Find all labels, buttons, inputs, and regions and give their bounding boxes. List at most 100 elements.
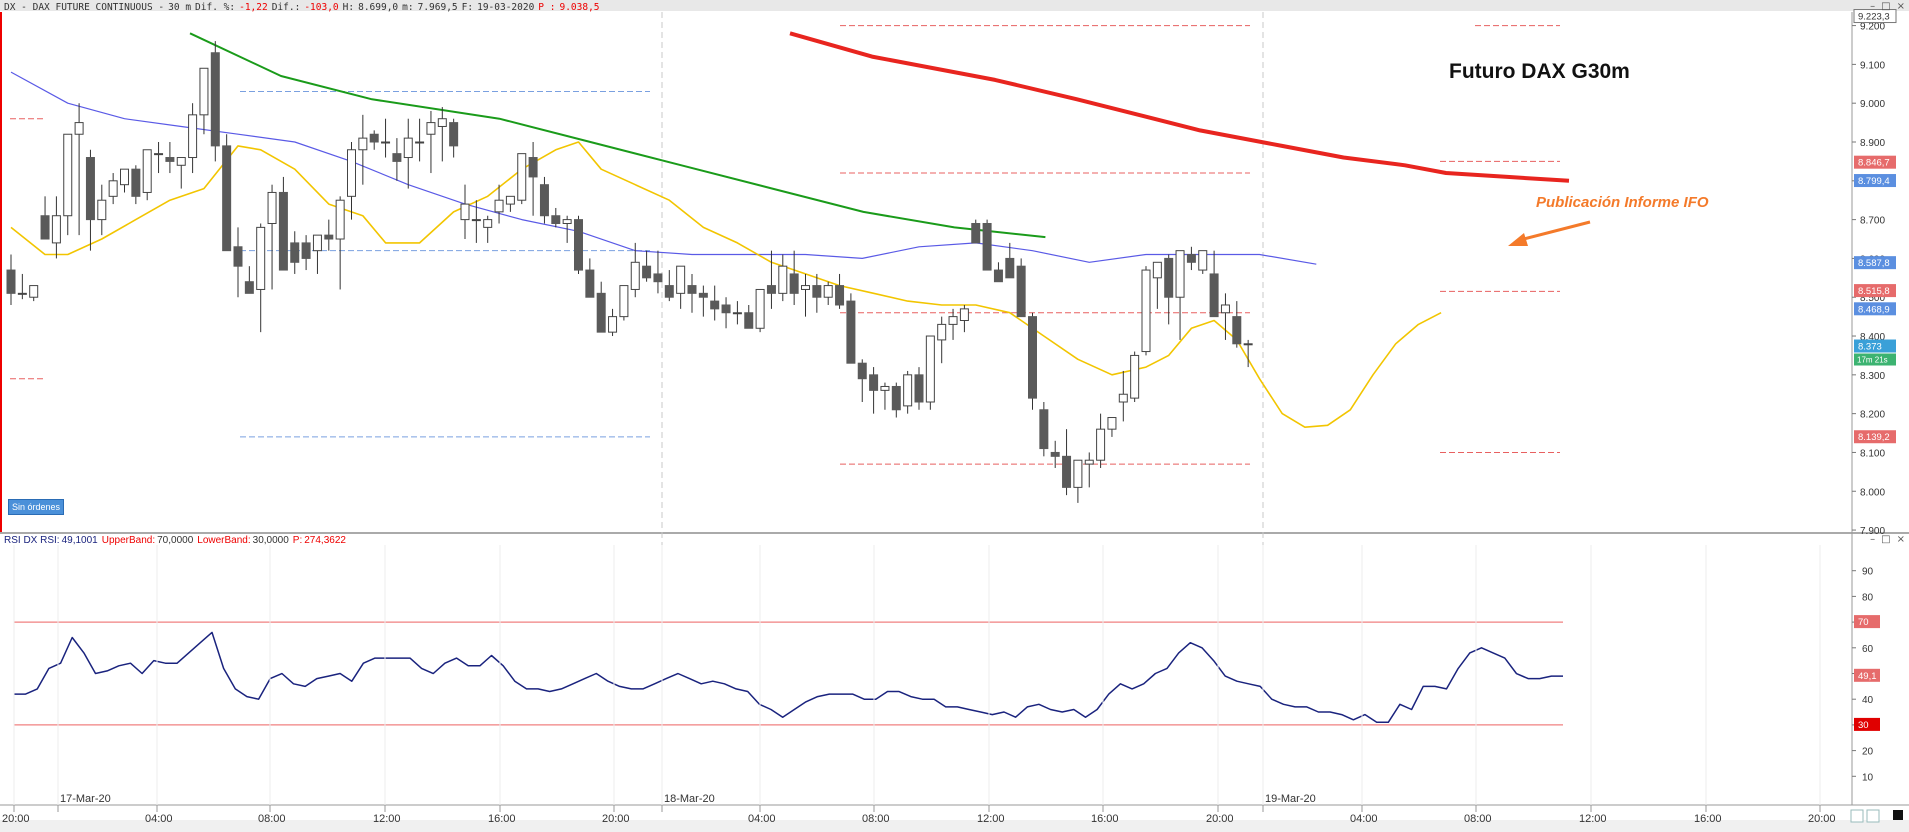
candle-body	[278, 191, 288, 271]
candle	[120, 168, 129, 193]
price-label-text: 8.846,7	[1858, 158, 1890, 169]
candle-body	[142, 149, 152, 193]
x-tick-label: 12:00	[373, 813, 401, 825]
candle	[335, 196, 345, 290]
rsi-label-text: 30	[1858, 720, 1869, 731]
candle-body	[903, 374, 913, 407]
candle-body	[1084, 459, 1094, 465]
x-tick-label: 04:00	[1350, 813, 1378, 825]
rsi-name: RSI DX RSI:	[4, 535, 60, 546]
candle-body	[369, 133, 379, 143]
candle-body	[721, 304, 731, 314]
candle-body	[505, 195, 515, 205]
candle-body	[744, 312, 754, 329]
candle	[971, 219, 981, 244]
scroll-button	[1866, 809, 1880, 823]
candle-body	[732, 312, 742, 315]
candle	[1096, 413, 1106, 468]
candle-body	[392, 153, 402, 162]
price-header: DX - DAX FUTURE CONTINUOUS -30 m Dif. %: -…	[4, 2, 600, 13]
candle	[1130, 351, 1140, 402]
candle-body	[1243, 343, 1253, 346]
candle-body	[85, 157, 95, 221]
price-label-box	[1854, 284, 1896, 298]
x-tick-label: 08:00	[258, 813, 286, 825]
candle	[562, 215, 572, 243]
dif-pct-value: -1,22	[239, 2, 268, 13]
candle	[937, 316, 947, 364]
rsi-label-text: 49,1	[1858, 671, 1877, 682]
candle-body	[108, 180, 118, 197]
price-tick-label: 8.900	[1860, 138, 1885, 149]
rsi-tick-label: 80	[1862, 592, 1874, 603]
candle	[199, 67, 209, 135]
x-tick-label: 12:00	[977, 813, 1005, 825]
candle-body	[17, 292, 27, 295]
candle-body	[403, 137, 413, 159]
candle	[869, 367, 879, 414]
candle-body	[301, 242, 311, 259]
candle	[233, 227, 243, 298]
candle-body	[199, 67, 209, 116]
candle	[256, 223, 266, 333]
low-value: 7.969,5	[417, 2, 458, 13]
candle-body	[1232, 316, 1242, 345]
rsi-header: RSI DX RSI: 49,1001 UpperBand: 70,0000 Lower…	[4, 535, 346, 546]
candle-body	[494, 199, 504, 213]
candle-body	[1107, 417, 1117, 430]
candle-body	[449, 122, 459, 147]
ema50-line	[10, 71, 1317, 265]
price-window-buttons[interactable]: – □ ×	[1864, 1, 1905, 12]
candle	[993, 262, 1003, 283]
candle-body	[1152, 261, 1162, 279]
price-tick-label: 9.000	[1860, 99, 1885, 110]
candle	[1028, 312, 1037, 410]
ifo-annotation: Publicación Informe IFO	[1536, 194, 1709, 211]
x-tick-label: 18-Mar-20	[664, 793, 715, 805]
candle-body	[823, 285, 833, 298]
price-tick-label: 7.900	[1860, 526, 1885, 537]
rsi-window-buttons[interactable]: – □ ×	[1864, 534, 1905, 545]
candle	[812, 273, 822, 313]
candle-body	[267, 191, 277, 224]
candle-body	[869, 374, 879, 391]
dif-value: -103,0	[304, 2, 339, 13]
candle	[29, 285, 39, 302]
price-label-text: 9.223,3	[1858, 12, 1890, 23]
candle-body	[1175, 250, 1185, 298]
candle-body	[653, 273, 663, 283]
candle	[1005, 242, 1015, 279]
x-tick-label: 19-Mar-20	[1265, 793, 1316, 805]
maximize-icon: □	[1881, 534, 1891, 545]
candle	[608, 308, 618, 337]
x-tick-label: 20:00	[1206, 813, 1234, 825]
candle-body	[256, 226, 266, 290]
candle-body	[120, 168, 129, 186]
candle	[324, 219, 334, 251]
orders-badge[interactable]: Sin órdenes	[8, 499, 65, 515]
x-tick-label: 08:00	[862, 813, 890, 825]
candle	[619, 285, 629, 321]
price-tick-label: 8.300	[1860, 371, 1885, 382]
price-tick-label: 8.500	[1860, 293, 1885, 304]
bottom-bar	[0, 820, 1909, 832]
candle-body	[710, 300, 720, 310]
candle	[630, 242, 640, 298]
x-tick-label: 20:00	[2, 813, 30, 825]
candle	[1062, 429, 1072, 496]
candle-body	[1141, 269, 1151, 353]
candle-body	[608, 316, 618, 333]
price-label-box	[1854, 256, 1896, 270]
candle-body	[993, 269, 1003, 283]
price-label-box	[1854, 430, 1896, 444]
rsi-line	[14, 631, 1563, 724]
candle-body	[948, 316, 958, 325]
candle	[1209, 250, 1219, 318]
candle	[959, 304, 969, 333]
candle	[744, 304, 754, 329]
candle	[551, 207, 561, 228]
candle-body	[131, 168, 141, 197]
x-tick-label: 17-Mar-20	[60, 793, 111, 805]
candle	[426, 110, 436, 174]
